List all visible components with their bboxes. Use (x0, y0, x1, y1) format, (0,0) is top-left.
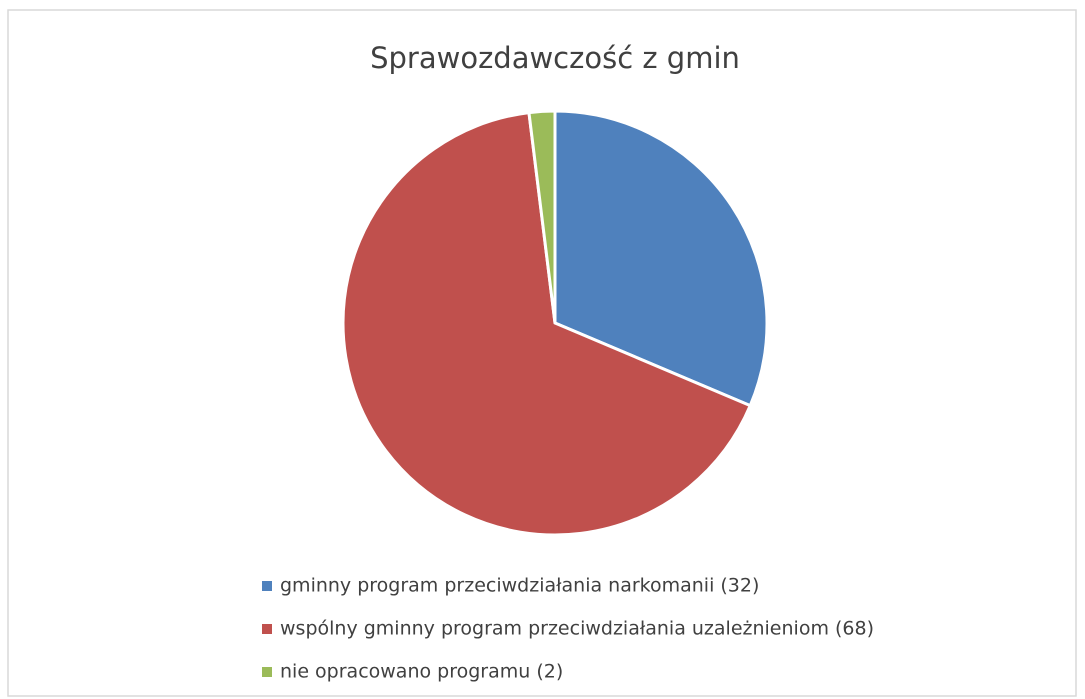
pie-slice (527, 109, 557, 324)
pie-slice (341, 110, 753, 537)
chart-title: Sprawozdawczość z gmin (370, 41, 740, 75)
legend-swatch (262, 667, 272, 677)
legend-swatch (262, 581, 272, 591)
legend-label: wspólny gminny program przeciwdziałania … (280, 618, 874, 640)
pie-slice (553, 109, 769, 408)
legend-swatch (262, 624, 272, 634)
legend-label: gminny program przeciwdziałania narkoman… (280, 575, 759, 597)
legend-label: nie opracowano programu (2) (280, 661, 563, 683)
